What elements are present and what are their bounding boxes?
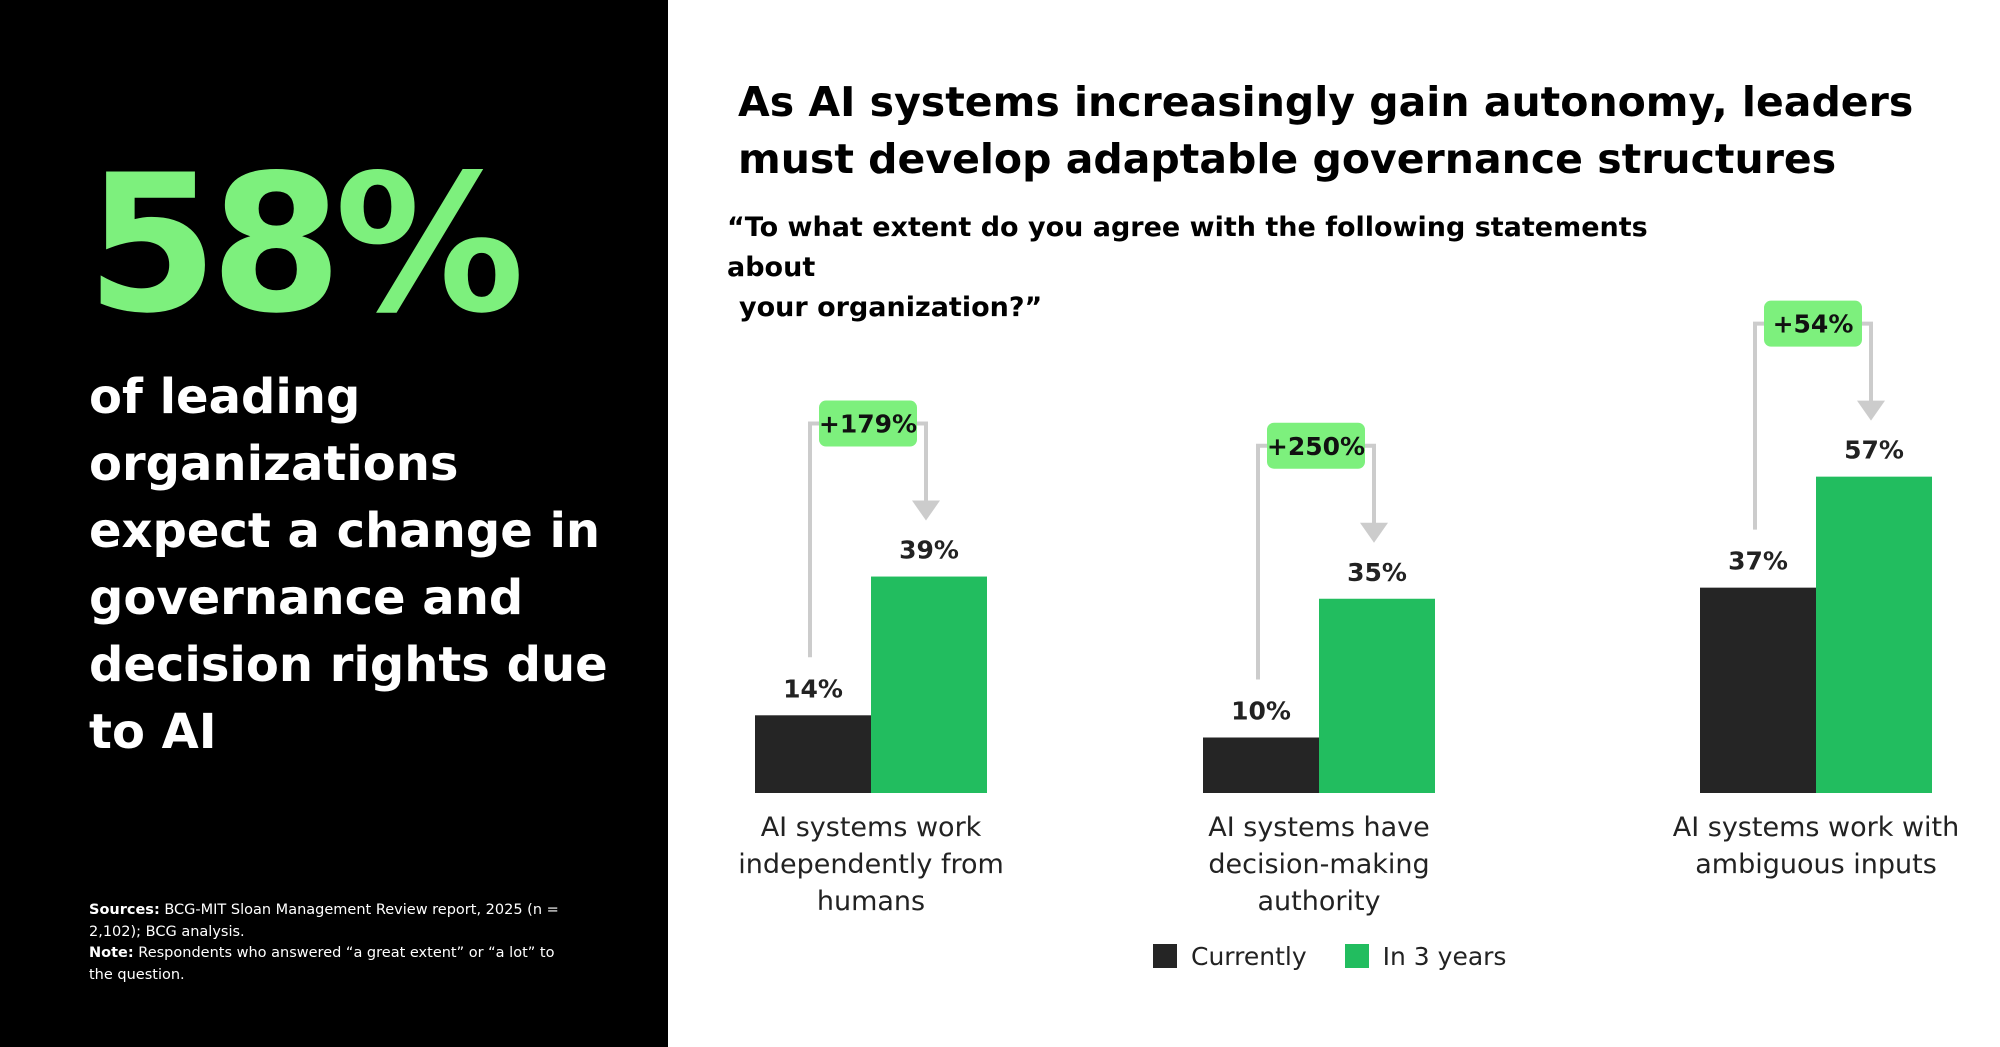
change-label-3: +54% — [1773, 310, 1854, 339]
value-label-in-3-years-1: 39% — [899, 536, 959, 565]
category-label-1: AI systems work independently from human… — [738, 812, 1004, 917]
legend-label-in-3-years: In 3 years — [1382, 941, 1507, 971]
note-text: Respondents who answered “a great extent… — [89, 945, 555, 983]
bar-currently-2 — [1203, 737, 1319, 793]
headline-caption: of leading organizations expect a change… — [89, 369, 608, 760]
bar-in-3-years-3 — [1816, 476, 1932, 793]
sources-label: Sources: — [89, 902, 160, 918]
bar-in-3-years-2 — [1319, 598, 1435, 793]
note-label: Note: — [89, 945, 134, 961]
change-badge-1 — [819, 400, 917, 447]
question-line-1: “To what extent do you agree with the fo… — [727, 212, 1648, 283]
value-label-in-3-years-3: 57% — [1844, 436, 1904, 465]
value-label-in-3-years-2: 35% — [1347, 558, 1407, 587]
left-panel: 58% of leading organizations expect a ch… — [0, 0, 668, 1047]
change-arrow-2 — [1360, 522, 1388, 543]
bar-in-3-years-1 — [871, 576, 987, 793]
category-label-2: AI systems have decision-making authorit… — [1208, 812, 1430, 917]
bar-currently-1 — [755, 715, 871, 793]
legend-item-in-3-years: In 3 years — [1344, 941, 1507, 971]
legend-item-currently: Currently — [1153, 942, 1307, 971]
change-label-1: +179% — [819, 410, 917, 439]
headline-stat: 58% — [86, 134, 525, 355]
survey-question: “To what extent do you agree with the fo… — [727, 208, 1707, 328]
sources-text: BCG-MIT Sloan Management Review report, … — [89, 902, 559, 940]
legend-swatch-currently — [1153, 944, 1177, 968]
change-badge-3 — [1764, 300, 1862, 347]
chart-title: As AI systems increasingly gain autonomy… — [738, 78, 1914, 183]
legend-label-currently: Currently — [1191, 941, 1307, 971]
value-label-currently-2: 10% — [1231, 697, 1291, 726]
change-badge-2 — [1267, 422, 1365, 469]
value-label-currently-3: 37% — [1728, 547, 1788, 576]
category-label-3: AI systems work with ambiguous inputs — [1672, 812, 1960, 880]
legend: Currently In 3 years — [1153, 938, 1506, 974]
sources-note: Sources: BCG-MIT Sloan Management Review… — [89, 900, 579, 986]
change-arrow-1 — [912, 500, 940, 521]
question-line-2: your organization?” — [739, 292, 1043, 323]
value-label-currently-1: 14% — [783, 674, 843, 703]
bar-currently-3 — [1700, 587, 1816, 793]
change-arrow-3 — [1857, 400, 1885, 421]
legend-swatch-in-3-years — [1344, 944, 1369, 968]
change-label-2: +250% — [1267, 432, 1365, 461]
